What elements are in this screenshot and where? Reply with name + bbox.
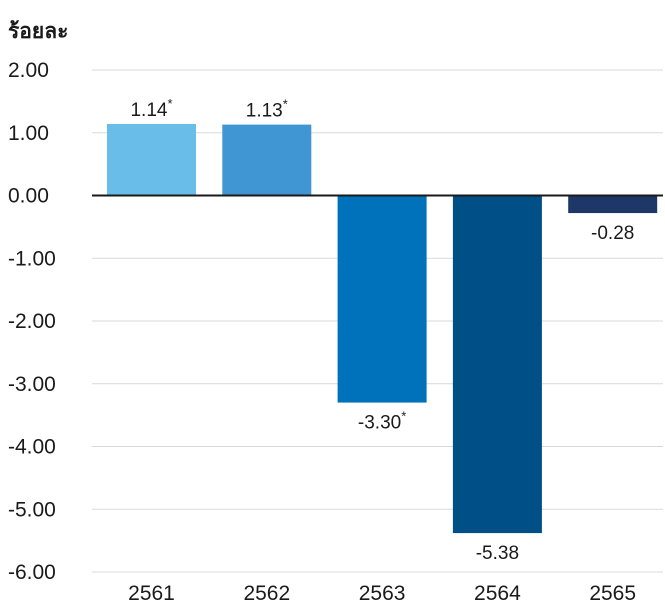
x-tick-label: 2562 xyxy=(243,582,290,605)
data-label-2563: -3.30* xyxy=(358,409,406,434)
bar-2565 xyxy=(568,195,658,214)
y-tick-label: -5.00 xyxy=(8,498,56,521)
x-tick-label: 2564 xyxy=(474,582,521,605)
x-axis-ticks: 2561 2562 2563 2564 2565 xyxy=(128,582,636,605)
data-label-2564: -5.38 xyxy=(476,543,519,564)
y-tick-label: 1.00 xyxy=(8,122,49,145)
bar-2563 xyxy=(337,195,427,403)
x-tick-label: 2561 xyxy=(128,582,175,605)
y-axis-ticks: 2.00 1.00 0.00 -1.00 -2.00 -3.00 -4.00 -5.00 -6.… xyxy=(8,59,56,584)
x-tick-label: 2563 xyxy=(359,582,406,605)
y-tick-label: -4.00 xyxy=(8,436,56,459)
y-axis-label: ร้อยละ xyxy=(8,19,68,43)
y-tick-label: -3.00 xyxy=(8,373,56,396)
bar-2562 xyxy=(222,124,312,196)
bars xyxy=(107,123,658,534)
y-tick-label: 2.00 xyxy=(8,59,49,82)
data-labels: 1.14* 1.13* -3.30* -5.38 -0.28 xyxy=(130,96,634,564)
data-label-2565: -0.28 xyxy=(591,223,634,244)
y-tick-label: -2.00 xyxy=(8,310,56,333)
data-label-2562: 1.13* xyxy=(246,97,288,122)
y-tick-label: 0.00 xyxy=(8,185,49,208)
y-tick-label: -1.00 xyxy=(8,247,56,270)
x-tick-label: 2565 xyxy=(589,582,636,605)
data-label-2561: 1.14* xyxy=(130,96,172,121)
bar-2564 xyxy=(452,195,542,534)
y-tick-label: -6.00 xyxy=(8,561,56,584)
bar-2561 xyxy=(107,123,196,196)
